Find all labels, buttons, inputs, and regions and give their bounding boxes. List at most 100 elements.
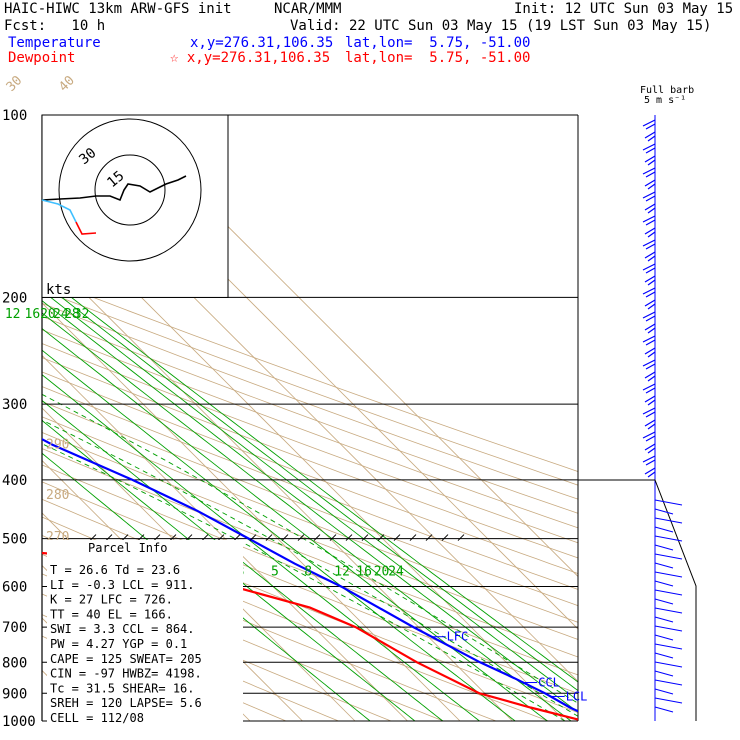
mixing-ratio-label: 32 [74,307,90,322]
wind-barb-flag [647,303,656,310]
hatch-mark [105,534,113,541]
wind-barb [642,287,656,295]
theta-label-left: 280 [46,488,69,503]
wind-barb-flag [647,471,656,478]
mixing-ratio-label-lower: 12 [334,564,350,579]
wind-barb [642,119,656,127]
hatch-mark [313,534,321,541]
org-label: NCAR/MMM [274,1,342,17]
wind-barb-flag [645,363,656,370]
wind-barb-low [654,670,674,677]
dry-adiabat-line [42,416,578,623]
hatch-mark [281,534,289,541]
pressure-tick-label: 300 [2,397,27,413]
wind-barb-low [654,688,674,695]
full-barb-label: Full barb [640,85,695,96]
hodograph-ring-outer [58,118,202,262]
wind-barb-low [654,598,674,605]
mixing-ratio-label-lower: 5 [271,564,279,579]
hatch-mark [377,534,385,541]
temperature-latlon: lat,lon= 5.75, -51.00 [345,35,531,51]
pressure-tick-label: 500 [2,532,27,548]
hatch-mark [345,534,353,541]
init-time: Init: 12 UTC Sun 03 May 15 [514,1,734,17]
dewpoint-profile-line [42,551,578,721]
wind-barb-flag [647,159,656,166]
pressure-tick-label: 1000 [2,714,36,730]
mixing-ratio-label-lower: 16 [356,564,372,579]
parcel-info-row: T = 26.6 Td = 23.6 [50,563,180,577]
wind-barb-flag [645,387,656,394]
dry-adiabat-line [42,343,578,544]
parcel-info-row: CIN = -97 HWBZ= 4198. [50,667,202,681]
wind-barb [642,407,656,415]
hatch-mark [89,534,97,541]
model-title: HAIC-HIWC 13km ARW-GFS init [4,1,232,17]
wind-barb [644,275,656,283]
dry-adiabat-line [42,316,578,514]
level-marker-lcl: LCL [566,689,588,703]
hatch-mark [169,534,177,541]
mixing-ratio-label: 16 [25,307,41,322]
wind-barb-low [654,607,683,614]
hodograph-trace-mid [41,199,77,223]
wind-barb-flag [645,315,656,322]
isotherm-line [42,302,461,721]
wind-barb-low [654,706,674,713]
dry-adiabat-line [42,573,392,721]
wind-barb-flag [645,171,656,178]
wind-barb-flag [645,267,656,274]
temperature-legend: Temperature [8,35,101,51]
wind-barb [644,131,656,139]
wind-barb-low [654,643,683,650]
wind-barb-flag [645,243,656,250]
level-marker-lfc: LFC [447,630,469,644]
wind-barb [644,467,656,475]
dry-adiabat-line [42,464,578,676]
hatch-mark [201,534,209,541]
dry-adiabat-line [42,302,578,500]
temperature-xy: x,y=276.31,106.35 [190,35,334,51]
hatch-mark [329,534,337,541]
wind-barb-flag [647,135,656,142]
wind-barb-low [654,517,683,524]
wind-barb [644,179,656,187]
wind-barb-flag [647,327,656,334]
hatch-mark [137,534,145,541]
wind-barb [644,419,656,427]
isotherm-label: 40 [56,73,78,95]
wind-barb [644,251,656,259]
dry-adiabat-line [42,448,578,658]
wind-barb [644,347,656,355]
wind-barb-flag [645,219,656,226]
parcel-info-row: PW = 4.27 YGP = 0.1 [50,637,187,651]
wind-barb [642,167,656,175]
mixing-ratio-label-lower: 20 [374,564,390,579]
wind-barb-low [654,652,674,659]
wind-barb-flag [647,399,656,406]
wind-barb [642,311,656,319]
mixing-ratio-label: 28 [64,307,80,322]
pressure-tick-label: 700 [2,620,27,636]
wind-barb-low [654,580,674,587]
wind-barb-low [654,661,683,668]
wind-barb-flag [645,147,656,154]
hatch-mark [185,534,193,541]
wind-barb-low [654,562,674,569]
hodograph-ring-inner [94,154,166,226]
hatch-mark [233,534,241,541]
hatch-mark [441,534,449,541]
hatch-mark [457,534,465,541]
wind-barb-low [654,625,683,632]
wind-barb-flag [645,195,656,202]
wind-barb [642,359,656,367]
wind-barb [644,155,656,163]
hatch-mark [265,534,273,541]
hatch-mark [153,534,161,541]
wind-barb [644,203,656,211]
wind-barb-flag [647,375,656,382]
wind-barb [644,395,656,403]
wind-barb-flag [647,231,656,238]
hatch-mark [217,534,225,541]
